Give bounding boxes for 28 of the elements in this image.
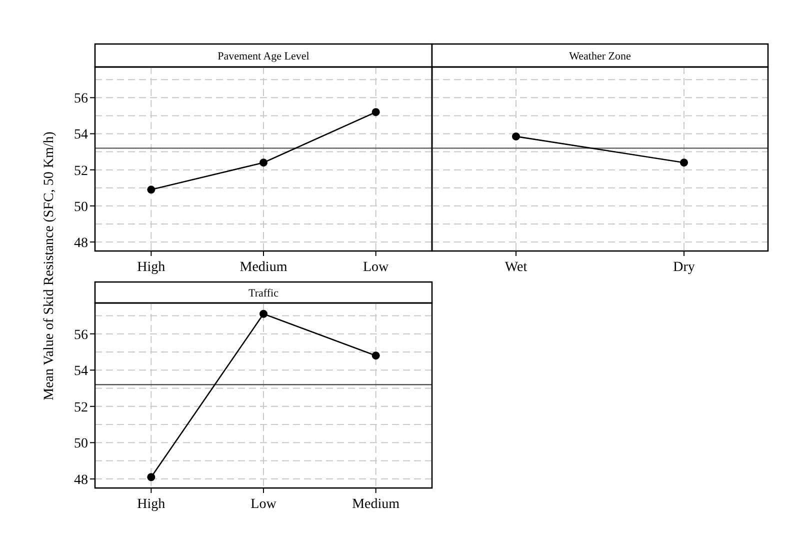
x-tick-label: Wet bbox=[504, 260, 528, 275]
x-tick-label: Dry bbox=[673, 260, 695, 275]
x-tick-label: High bbox=[137, 497, 166, 512]
chart-title: Traffic bbox=[248, 288, 279, 300]
chart-title: Weather Zone bbox=[569, 50, 631, 62]
x-tick-label: Medium bbox=[352, 497, 400, 512]
point bbox=[372, 352, 380, 360]
y-tick-label: 48 bbox=[74, 472, 88, 488]
y-tick-label: 48 bbox=[74, 236, 88, 251]
x-tick-label: Low bbox=[362, 260, 390, 275]
x-tick-label: Low bbox=[250, 497, 278, 512]
chart-title: Pavement Age Level bbox=[218, 50, 310, 62]
y-tick-label: 56 bbox=[74, 92, 88, 107]
x-tick-label: Medium bbox=[240, 260, 288, 275]
point bbox=[147, 473, 156, 482]
y-tick-label: 54 bbox=[74, 128, 88, 143]
y-tick-label: 54 bbox=[74, 364, 88, 380]
point bbox=[147, 186, 156, 194]
y-axis-title: Mean Value of Skid Resistance (SFC, 50 Km/h) bbox=[42, 131, 57, 400]
point bbox=[372, 108, 380, 116]
point bbox=[260, 158, 268, 167]
y-tick-label: 56 bbox=[74, 328, 88, 343]
y-tick-label: 52 bbox=[74, 400, 88, 416]
y-tick-label: 52 bbox=[74, 164, 88, 179]
y-tick-label: 50 bbox=[74, 200, 88, 215]
point bbox=[260, 310, 268, 318]
x-tick-label: High bbox=[137, 260, 166, 275]
y-tick-label: 50 bbox=[74, 436, 88, 452]
